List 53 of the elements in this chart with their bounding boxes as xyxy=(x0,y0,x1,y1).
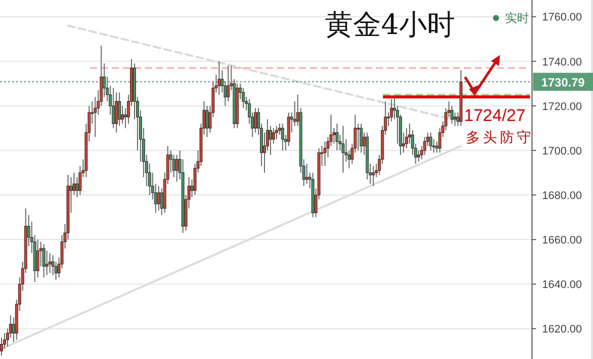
candlestick xyxy=(76,176,79,198)
candlestick xyxy=(172,154,176,178)
y-tick-label: 1760.00 xyxy=(542,12,582,24)
candlestick xyxy=(51,254,54,276)
candlestick xyxy=(157,186,160,212)
candlestick xyxy=(45,250,48,276)
y-tick-label: 1700.00 xyxy=(542,145,582,158)
candlestick xyxy=(429,132,432,151)
candlestick xyxy=(114,92,118,134)
candlestick xyxy=(269,125,272,156)
candlestick xyxy=(336,123,339,151)
y-tick-label: 1660.00 xyxy=(542,234,582,247)
candlestick xyxy=(112,88,115,129)
candlestick xyxy=(175,154,178,182)
candlestick xyxy=(342,125,345,174)
candlestick xyxy=(305,163,308,184)
candlestick xyxy=(0,337,3,356)
candlestick xyxy=(226,65,230,102)
candlestick xyxy=(453,112,456,126)
annotation: 多头防守 xyxy=(466,129,534,145)
candlestick xyxy=(272,128,276,144)
candlestick xyxy=(102,63,106,98)
y-tick-label: 1680.00 xyxy=(542,190,582,202)
y-tick-label: 1620.00 xyxy=(542,324,582,336)
y-tick-label: 1640.00 xyxy=(542,279,582,292)
candlestick xyxy=(118,92,121,126)
candlestick xyxy=(423,136,426,156)
candlestick xyxy=(275,125,278,140)
candlestick xyxy=(405,128,408,149)
candlestick xyxy=(323,141,326,167)
candlestick xyxy=(450,105,454,124)
candlestick xyxy=(278,123,282,136)
candlestick xyxy=(281,123,284,151)
y-tick-label: 1720.00 xyxy=(542,100,582,113)
annotation: 实时 xyxy=(505,11,529,25)
ref-line-label: 1730.79 xyxy=(541,75,586,90)
candlestick xyxy=(42,244,46,278)
candlestick xyxy=(408,123,412,144)
candlestick xyxy=(48,252,52,274)
candlestick xyxy=(218,60,221,96)
annotation: 1724/27 xyxy=(464,106,526,125)
candlestick xyxy=(36,239,40,278)
candlestick xyxy=(242,88,245,109)
candlestick xyxy=(356,123,360,151)
candlestick xyxy=(254,108,257,134)
candlestick xyxy=(390,98,393,122)
candlestick xyxy=(372,166,375,187)
candlestick xyxy=(120,105,124,124)
candlestick xyxy=(360,123,363,154)
y-tick-label: 1740.00 xyxy=(542,56,582,68)
candlestick xyxy=(417,150,420,162)
candlestick xyxy=(206,105,209,138)
chart-title: 黄金4小时 xyxy=(325,8,455,41)
